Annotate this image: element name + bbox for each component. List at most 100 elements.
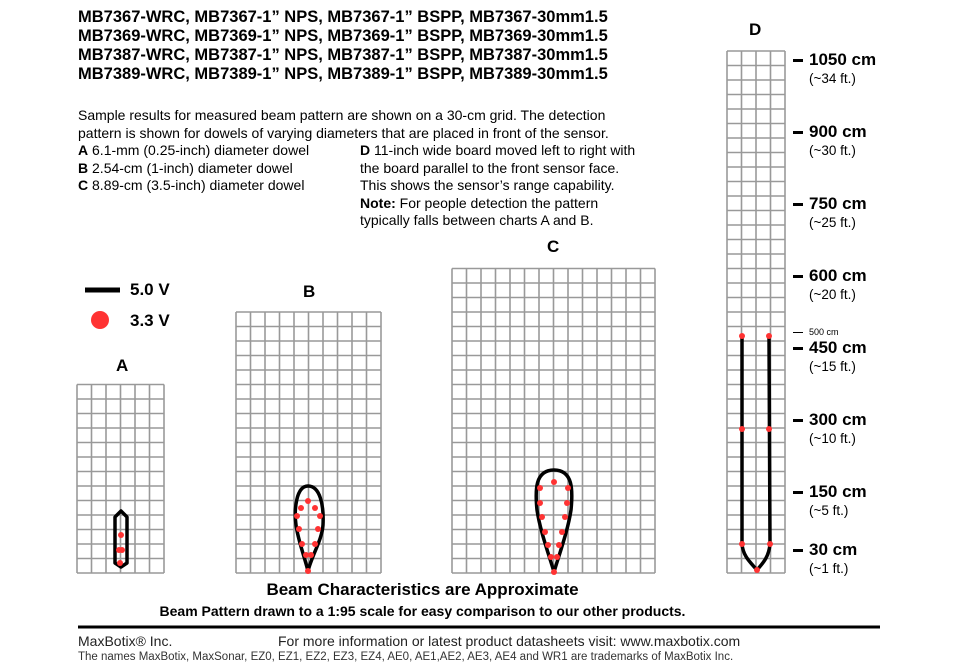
scale-mark: 900 cm — [793, 122, 867, 142]
scale-mark: 450 cm — [793, 338, 867, 358]
scale-tick — [793, 59, 803, 63]
approx-caption: Beam Characteristics are Approximate — [266, 580, 579, 599]
footer-company: MaxBotix® Inc. — [78, 633, 173, 649]
legend-dot-swatch — [91, 311, 109, 329]
detection-dot — [739, 426, 745, 432]
detection-dot — [299, 541, 305, 547]
scale-mark: 300 cm — [793, 410, 867, 430]
scale-small-label: 500 cm — [809, 327, 839, 337]
detection-dot — [537, 485, 543, 491]
beam-outline-a — [113, 509, 129, 569]
item-key: B — [78, 159, 89, 176]
detection-dot — [545, 542, 551, 548]
scale-value: 150 cm — [809, 482, 867, 501]
scale-feet: (~5 ft.) — [809, 503, 849, 518]
scale-value: 1050 cm — [809, 50, 877, 69]
beam-outline-c — [534, 468, 574, 574]
scale-value: 750 cm — [809, 194, 867, 213]
detection-dot — [767, 541, 773, 547]
footer-info: For more information or latest product d… — [278, 633, 741, 649]
scale-tick — [793, 275, 803, 279]
intro-line: pattern is shown for dowels of varying d… — [78, 124, 609, 141]
scale-tick — [793, 131, 803, 135]
detection-dot — [119, 547, 125, 553]
scale-small-mark: 500 cm — [793, 327, 839, 337]
chart-label-a: A — [116, 356, 129, 375]
chart-label-b: B — [303, 282, 316, 301]
scale-feet: (~25 ft.) — [809, 215, 856, 230]
title-line: MB7389-WRC, MB7389-1” NPS, MB7389-1” BSP… — [78, 65, 608, 83]
title-line: MB7367-WRC, MB7367-1” NPS, MB7367-1” BSP… — [78, 8, 608, 26]
item-text: 2.54-cm (1-inch) diameter dowel — [88, 159, 293, 176]
scale-tick — [793, 347, 803, 351]
grid-b — [235, 311, 382, 574]
item-key: D — [360, 142, 371, 158]
detection-dot — [551, 569, 557, 575]
scale-value: 900 cm — [809, 122, 867, 141]
scale-feet: (~15 ft.) — [809, 359, 856, 374]
item-text: 8.89-cm (3.5-inch) diameter dowel — [88, 177, 305, 193]
note-line: typically falls between charts A and B. — [360, 212, 594, 228]
legend-dot-label: 3.3 V — [130, 311, 170, 330]
scale-feet: (~1 ft.) — [809, 561, 849, 576]
detection-dot — [296, 526, 302, 532]
detection-dot — [305, 568, 311, 574]
scale-feet: (~34 ft.) — [809, 71, 856, 86]
grid-d — [726, 50, 786, 574]
scale-value: 600 cm — [809, 266, 867, 285]
scale-feet: (~10 ft.) — [809, 431, 856, 446]
intro-line: Sample results for measured beam pattern… — [78, 107, 606, 123]
item-key: C — [78, 177, 89, 193]
scale-feet: (~20 ft.) — [809, 287, 856, 302]
scale-mark: 30 cm — [793, 540, 857, 560]
detection-dot — [556, 542, 562, 548]
legend-line-label: 5.0 V — [130, 280, 170, 299]
detection-dot — [539, 514, 545, 520]
scale-value: 450 cm — [809, 338, 867, 357]
item-d: D 11-inch wide board moved left to right… — [360, 142, 635, 160]
detection-dot — [117, 560, 123, 566]
detection-dot — [564, 500, 570, 506]
detection-dot — [766, 426, 772, 432]
detection-dot — [754, 567, 760, 573]
detection-dot — [562, 514, 568, 520]
item-b: B 2.54-cm (1-inch) diameter dowel — [78, 160, 293, 178]
detection-dot — [294, 513, 300, 519]
note-text: For people detection the pattern — [395, 194, 599, 211]
detection-dot — [298, 505, 304, 511]
detection-dot — [305, 498, 311, 504]
item-d-line: the board parallel to the front sensor f… — [360, 159, 620, 176]
scale-tick — [793, 491, 803, 495]
detection-dot — [551, 479, 557, 485]
detection-dot — [542, 529, 548, 535]
scale-mark: 600 cm — [793, 266, 867, 286]
title-line: MB7369-WRC, MB7369-1” NPS, MB7369-1” BSP… — [78, 27, 608, 45]
item-key: A — [78, 142, 89, 158]
detection-dot — [312, 505, 318, 511]
item-d-line: This shows the sensor’s range capability… — [360, 177, 615, 193]
scale-tick — [793, 419, 803, 423]
scale-mark: 750 cm — [793, 194, 867, 214]
title-line: MB7387-WRC, MB7387-1” NPS, MB7387-1” BSP… — [78, 46, 608, 64]
footer-trademarks: The names MaxBotix, MaxSonar, EZ0, EZ1, … — [78, 651, 734, 663]
note: Note: For people detection the pattern — [360, 195, 598, 213]
chart-label-d: D — [749, 20, 762, 39]
beam-outline-b — [293, 484, 325, 573]
item-c: C 8.89-cm (3.5-inch) diameter dowel — [78, 177, 304, 195]
scale-feet: (~30 ft.) — [809, 143, 856, 158]
scale-mark: 1050 cm — [793, 50, 876, 70]
scale-tick — [793, 203, 803, 207]
scale-mark: 150 cm — [793, 482, 867, 502]
detection-dot — [537, 500, 543, 506]
item-text: 6.1-mm (0.25-inch) diameter dowel — [88, 142, 310, 158]
detection-dot — [317, 513, 323, 519]
note-key: Note: — [360, 194, 396, 211]
detection-dot — [308, 552, 314, 558]
scale-caption: Beam Pattern drawn to a 1:95 scale for e… — [159, 603, 686, 619]
item-text: 11-inch wide board moved left to right w… — [370, 142, 636, 158]
detection-dot — [312, 541, 318, 547]
detection-dot — [303, 552, 309, 558]
detection-dot — [118, 532, 124, 538]
detection-dot — [766, 333, 772, 339]
